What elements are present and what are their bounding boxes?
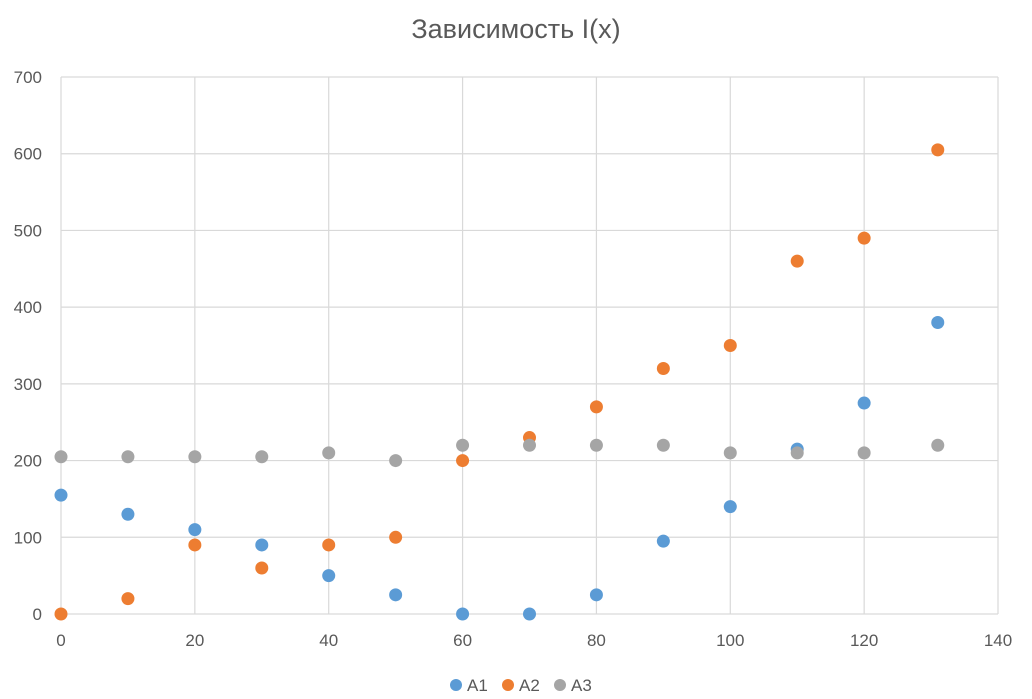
point-a1 bbox=[723, 500, 737, 514]
y-tick-label: 100 bbox=[14, 528, 42, 547]
y-tick-label: 500 bbox=[14, 221, 42, 240]
point-a3 bbox=[188, 450, 202, 464]
point-a2 bbox=[723, 339, 737, 352]
point-a3 bbox=[54, 450, 68, 464]
legend-label: A2 bbox=[519, 676, 540, 695]
point-a3 bbox=[790, 446, 804, 460]
point-a1 bbox=[456, 607, 470, 621]
y-tick-label: 0 bbox=[33, 605, 42, 624]
x-tick-label: 80 bbox=[587, 631, 606, 650]
point-a3 bbox=[456, 438, 470, 452]
grid-lines bbox=[60, 76, 999, 615]
y-tick-label: 300 bbox=[14, 375, 42, 394]
y-tick-label: 700 bbox=[14, 68, 42, 87]
tick-labels: 0 20 40 60 80 100 120 140 0 100 200 300 400 500 600 700 bbox=[14, 68, 1013, 650]
point-a1 bbox=[931, 315, 945, 329]
point-a1 bbox=[523, 607, 536, 621]
point-a3 bbox=[857, 446, 871, 460]
legend-label: A3 bbox=[571, 676, 592, 695]
point-a1 bbox=[121, 507, 135, 521]
x-tick-label: 120 bbox=[850, 631, 878, 650]
legend-item-a3: A3 bbox=[554, 676, 592, 695]
x-tick-label: 0 bbox=[56, 631, 65, 650]
x-tick-label: 100 bbox=[716, 631, 744, 650]
point-a1 bbox=[188, 523, 202, 537]
legend-item-a1: A1 bbox=[450, 676, 488, 695]
point-a2 bbox=[656, 362, 670, 376]
point-a1 bbox=[322, 569, 336, 583]
point-a2 bbox=[456, 454, 470, 468]
point-a1 bbox=[857, 396, 871, 410]
point-a2 bbox=[255, 561, 269, 575]
point-a1 bbox=[255, 538, 269, 552]
point-a2 bbox=[121, 592, 135, 606]
point-a2 bbox=[322, 538, 336, 552]
point-a1 bbox=[54, 488, 68, 502]
point-a3 bbox=[121, 450, 135, 464]
point-a1 bbox=[656, 534, 670, 548]
point-a3 bbox=[255, 450, 269, 464]
legend-marker bbox=[450, 679, 462, 691]
legend-item-a2: A2 bbox=[502, 676, 540, 695]
legend-marker bbox=[502, 679, 514, 691]
point-a3 bbox=[322, 446, 336, 460]
x-tick-label: 40 bbox=[319, 631, 338, 650]
x-tick-label: 140 bbox=[984, 631, 1012, 650]
point-a2 bbox=[54, 607, 68, 621]
legend: A1 A2 A3 bbox=[450, 676, 592, 695]
point-a3 bbox=[723, 446, 737, 460]
y-tick-label: 400 bbox=[14, 298, 42, 317]
point-a2 bbox=[589, 400, 603, 414]
legend-label: A1 bbox=[467, 676, 488, 695]
y-tick-label: 600 bbox=[14, 145, 42, 164]
point-a3 bbox=[389, 454, 403, 468]
y-tick-label: 200 bbox=[14, 452, 42, 471]
x-tick-label: 20 bbox=[185, 631, 204, 650]
data-points bbox=[54, 143, 945, 621]
point-a1 bbox=[589, 588, 603, 602]
point-a3 bbox=[523, 438, 536, 452]
x-tick-label: 60 bbox=[453, 631, 472, 650]
point-a1 bbox=[389, 588, 403, 602]
point-a2 bbox=[857, 231, 871, 245]
point-a3 bbox=[589, 438, 603, 452]
point-a2 bbox=[931, 143, 945, 157]
point-a2 bbox=[389, 530, 403, 544]
point-a3 bbox=[931, 438, 945, 452]
point-a2 bbox=[188, 538, 202, 552]
point-a3 bbox=[656, 438, 670, 452]
chart-title: Зависимость I(x) bbox=[411, 14, 621, 44]
legend-marker bbox=[554, 679, 566, 691]
point-a2 bbox=[790, 254, 804, 268]
